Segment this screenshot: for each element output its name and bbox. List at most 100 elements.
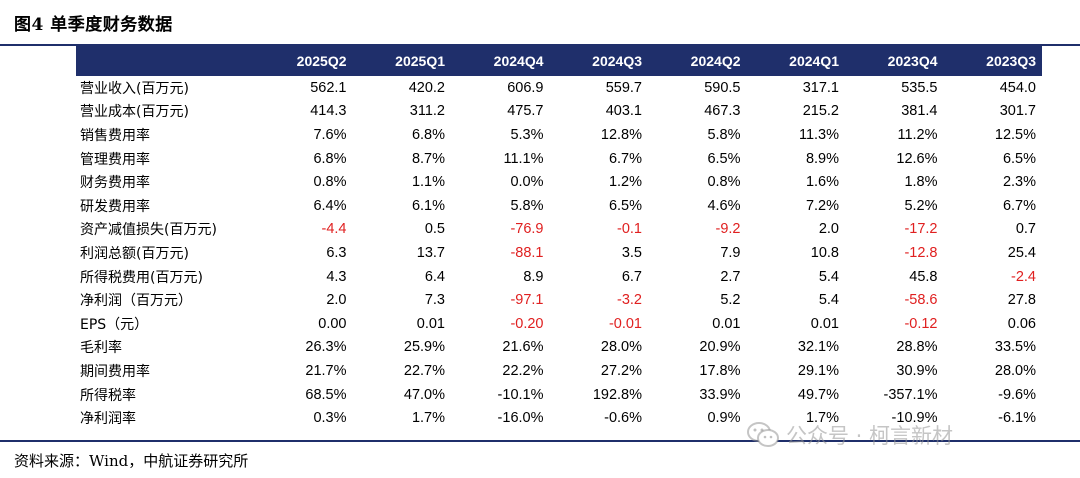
row-label: 所得税费用(百万元)	[80, 269, 203, 286]
table-cell: 0.8%	[313, 174, 347, 191]
table-row: 资产减值损失(百万元) -4.4 0.5 -76.9 -0.1 -9.2 2.0 -17.2 0…	[76, 218, 1042, 242]
table-cell: -0.01	[608, 315, 642, 332]
table-cell: -88.1	[510, 244, 544, 261]
table-cell: 454.0	[999, 79, 1036, 96]
table-cell: 0.06	[1007, 315, 1036, 332]
table-row: 研发费用率 6.4% 6.1% 5.8% 6.5% 4.6% 7.2% 5.2% 6.7%	[76, 194, 1042, 218]
table-cell: -10.1%	[497, 386, 544, 403]
table-cell: 25.9%	[403, 339, 445, 356]
table-cell: 5.8%	[510, 197, 544, 214]
table-cell: 12.6%	[896, 150, 938, 167]
table-cell: 475.7	[507, 103, 544, 120]
table-cell: -97.1	[510, 292, 544, 309]
table-cell: 2.0	[818, 221, 839, 238]
table-cell: 403.1	[605, 103, 642, 120]
table-cell: 0.3%	[313, 410, 347, 427]
bottom-rule	[0, 440, 1080, 442]
row-label: 毛利率	[80, 340, 122, 357]
table-cell: 381.4	[901, 103, 938, 120]
table-cell: 7.9	[720, 244, 741, 261]
table-cell: 11.1%	[503, 150, 544, 167]
row-label: 营业成本(百万元)	[80, 104, 189, 121]
table-cell: 11.3%	[798, 126, 839, 143]
table-cell: 6.7%	[1002, 197, 1036, 214]
table-row: EPS（元） 0.00 0.01 -0.20 -0.01 0.01 0.01 -0.12 0.0…	[76, 312, 1042, 336]
table-cell: -2.4	[1011, 268, 1036, 285]
table-row: 净利润（百万元） 2.0 7.3 -97.1 -3.2 5.2 5.4 -58.6 27.8	[76, 288, 1042, 312]
table-cell: 562.1	[310, 79, 347, 96]
table-cell: 6.5%	[608, 197, 642, 214]
table-cell: 33.5%	[994, 339, 1036, 356]
table-cell: -9.2	[715, 221, 741, 238]
table-cell: 33.9%	[699, 386, 741, 403]
table-cell: 12.8%	[600, 126, 642, 143]
row-label: 净利润率	[80, 411, 136, 428]
table-cell: -0.20	[510, 315, 544, 332]
table-cell: 3.5	[621, 244, 642, 261]
table-cell: 0.9%	[707, 410, 741, 427]
table-cell: 45.8	[909, 268, 938, 285]
table-cell: 8.9%	[805, 150, 839, 167]
table-cell: 0.01	[810, 315, 839, 332]
table-cell: -0.6%	[604, 410, 642, 427]
table-cell: 8.9	[523, 268, 544, 285]
row-label: 净利润（百万元）	[80, 293, 192, 310]
header-period: 2024Q3	[549, 46, 648, 76]
row-label: 资产减值损失(百万元)	[80, 222, 217, 239]
header-period: 2024Q1	[746, 46, 845, 76]
table-row: 利润总额(百万元) 6.3 13.7 -88.1 3.5 7.9 10.8 -12.8 25.4	[76, 241, 1042, 265]
header-period: 2024Q4	[451, 46, 550, 76]
table-cell: 30.9%	[896, 362, 938, 379]
table-cell: 4.6%	[707, 197, 741, 214]
table-cell: 2.0	[326, 292, 347, 309]
table-cell: 0.01	[712, 315, 741, 332]
table-cell: 8.7%	[411, 150, 445, 167]
table-row: 财务费用率 0.8% 1.1% 0.0% 1.2% 0.8% 1.6% 1.8% 2.3%	[76, 170, 1042, 194]
table-cell: 27.2%	[600, 362, 642, 379]
row-label: 销售费用率	[80, 127, 150, 144]
table-cell: 5.2%	[904, 197, 938, 214]
table-cell: 22.7%	[403, 362, 445, 379]
table-cell: 2.7	[720, 268, 741, 285]
table-cell: -0.12	[904, 315, 938, 332]
row-label: 财务费用率	[80, 175, 150, 192]
table-cell: 7.2%	[805, 197, 839, 214]
table-cell: 28.0%	[994, 362, 1036, 379]
table-cell: 1.7%	[411, 410, 445, 427]
table-cell: -357.1%	[883, 386, 938, 403]
table-cell: 0.01	[416, 315, 445, 332]
table-cell: 28.8%	[896, 339, 938, 356]
row-label: EPS（元）	[80, 316, 149, 333]
header-period: 2025Q2	[254, 46, 353, 76]
table-cell: 467.3	[704, 103, 741, 120]
table-cell: -6.1%	[998, 410, 1036, 427]
table-cell: 47.0%	[403, 386, 445, 403]
table-cell: 7.3	[424, 292, 445, 309]
table-cell: 6.5%	[1002, 150, 1036, 167]
table-cell: 25.4	[1007, 244, 1036, 261]
table-cell: 13.7	[416, 244, 445, 261]
table-cell: 317.1	[802, 79, 839, 96]
table-cell: 29.1%	[797, 362, 839, 379]
table-cell: 17.8%	[699, 362, 741, 379]
table-cell: 68.5%	[305, 386, 347, 403]
table-cell: 6.3	[326, 244, 347, 261]
table-cell: 301.7	[999, 103, 1036, 120]
table-cell: 6.8%	[411, 126, 445, 143]
table-cell: 0.8%	[707, 174, 741, 191]
table-row: 所得税率 68.5% 47.0% -10.1% 192.8% 33.9% 49.7% -357…	[76, 383, 1042, 407]
table-row: 期间费用率 21.7% 22.7% 22.2% 27.2% 17.8% 29.1% 30.9%…	[76, 359, 1042, 383]
table-cell: -9.6%	[998, 386, 1036, 403]
table-cell: 10.8	[810, 244, 839, 261]
row-label: 管理费用率	[80, 151, 150, 168]
table-cell: 20.9%	[699, 339, 741, 356]
table-cell: -76.9	[510, 221, 544, 238]
table-body: 营业收入(百万元) 562.1 420.2 606.9 559.7 590.5 317.1 5…	[76, 76, 1042, 430]
top-rule	[0, 44, 1080, 46]
table-cell: 32.1%	[797, 339, 839, 356]
table-cell: 6.7%	[608, 150, 642, 167]
table-cell: 5.4	[818, 292, 839, 309]
header-period: 2025Q1	[352, 46, 451, 76]
row-label: 期间费用率	[80, 363, 150, 380]
table-cell: 606.9	[507, 79, 544, 96]
